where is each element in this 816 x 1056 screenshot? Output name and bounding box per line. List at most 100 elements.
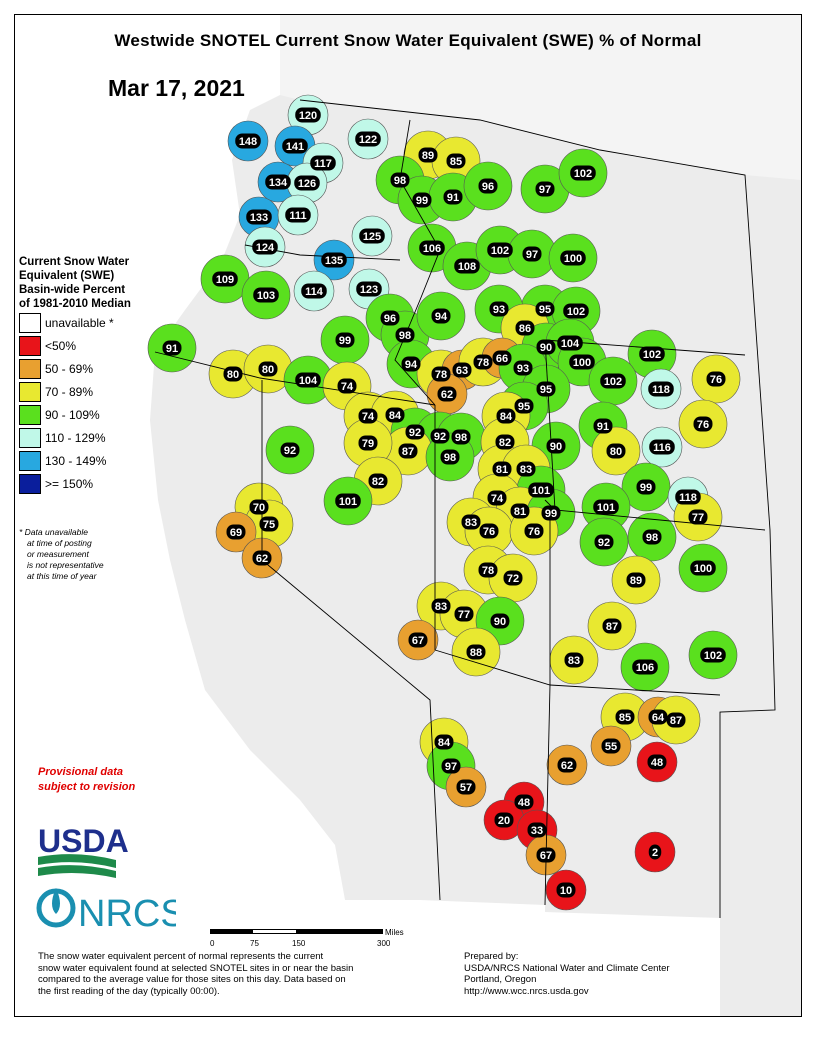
basin-value: 99 bbox=[339, 335, 351, 347]
basin-label: 80 bbox=[223, 366, 243, 382]
basin-value: 70 bbox=[253, 502, 265, 514]
basin-value: 80 bbox=[262, 364, 274, 376]
basin-value: 141 bbox=[286, 141, 304, 153]
basin-label: 102 bbox=[487, 242, 513, 258]
basin-value: 79 bbox=[362, 438, 374, 450]
basin-value: 98 bbox=[646, 532, 658, 544]
basin-value: 84 bbox=[389, 410, 402, 422]
basin-value: 72 bbox=[507, 573, 519, 585]
basin-label: 84 bbox=[385, 407, 405, 423]
basin-label: 62 bbox=[557, 757, 577, 773]
basin-label: 91 bbox=[162, 340, 182, 356]
basin-value: 91 bbox=[597, 421, 609, 433]
basin-label: 66 bbox=[492, 350, 512, 366]
basin-label: 92 bbox=[594, 534, 614, 550]
basin-label: 116 bbox=[649, 439, 675, 455]
basin-label: 95 bbox=[514, 398, 534, 414]
basin-label: 102 bbox=[600, 373, 626, 389]
basin-value: 99 bbox=[545, 508, 557, 520]
basin-label: 55 bbox=[601, 738, 621, 754]
basin-label: 99 bbox=[412, 192, 432, 208]
basin-value: 90 bbox=[550, 441, 562, 453]
map-title: Westwide SNOTEL Current Snow Water Equiv… bbox=[114, 31, 702, 50]
legend-item: 110 - 129% bbox=[19, 426, 169, 449]
basin-label: 95 bbox=[536, 381, 556, 397]
basin-value: 94 bbox=[435, 311, 448, 323]
legend-label: 70 - 89% bbox=[45, 384, 94, 399]
basin-label: 134 bbox=[265, 174, 291, 190]
basin-value: 63 bbox=[456, 365, 468, 377]
basin-value: 98 bbox=[455, 432, 467, 444]
basin-label: 95 bbox=[535, 301, 555, 317]
basin-value: 74 bbox=[491, 493, 504, 505]
map-date: Mar 17, 2021 bbox=[108, 75, 245, 101]
basin-label: 96 bbox=[380, 310, 400, 326]
basin-label: 90 bbox=[490, 613, 510, 629]
basin-label: 124 bbox=[252, 239, 278, 255]
basin-label: 118 bbox=[675, 489, 701, 505]
basin-value: 66 bbox=[496, 353, 508, 365]
basin-value: 108 bbox=[458, 261, 476, 273]
basin-label: 99 bbox=[636, 479, 656, 495]
basin-label: 88 bbox=[466, 644, 486, 660]
basin-value: 102 bbox=[491, 245, 509, 257]
basin-label: 93 bbox=[513, 360, 533, 376]
basin-label: 106 bbox=[632, 659, 658, 675]
basin-value: 83 bbox=[520, 464, 532, 476]
basin-value: 97 bbox=[526, 249, 538, 261]
basin-label: 103 bbox=[253, 287, 279, 303]
basin-value: 76 bbox=[697, 419, 709, 431]
basin-value: 89 bbox=[422, 150, 434, 162]
basin-value: 78 bbox=[435, 369, 447, 381]
basin-value: 92 bbox=[284, 445, 296, 457]
basin-value: 100 bbox=[573, 357, 591, 369]
basin-label: 92 bbox=[280, 442, 300, 458]
basin-value: 20 bbox=[498, 815, 510, 827]
basin-value: 114 bbox=[305, 286, 324, 298]
basin-value: 83 bbox=[465, 517, 477, 529]
basin-label: 104 bbox=[295, 372, 321, 388]
basin-value: 76 bbox=[483, 526, 495, 538]
basin-label: 87 bbox=[602, 618, 622, 634]
basin-value: 101 bbox=[339, 496, 357, 508]
basin-label: 83 bbox=[564, 652, 584, 668]
basin-label: 101 bbox=[528, 482, 554, 498]
basin-value: 118 bbox=[679, 492, 697, 504]
basin-value: 2 bbox=[652, 847, 658, 859]
basin-label: 85 bbox=[446, 153, 466, 169]
basin-label: 80 bbox=[606, 443, 626, 459]
basin-value: 95 bbox=[539, 304, 551, 316]
basin-label: 81 bbox=[510, 503, 530, 519]
basin-label: 48 bbox=[514, 794, 534, 810]
basin-label: 114 bbox=[301, 283, 327, 299]
basin-value: 116 bbox=[653, 442, 671, 454]
basin-label: 79 bbox=[358, 435, 378, 451]
basin-label: 62 bbox=[252, 550, 272, 566]
basin-value: 126 bbox=[298, 178, 316, 190]
basin-value: 55 bbox=[605, 741, 617, 753]
basin-label: 90 bbox=[536, 339, 556, 355]
legend-swatch bbox=[19, 335, 41, 356]
basin-label: 108 bbox=[454, 258, 480, 274]
basin-value: 80 bbox=[227, 369, 239, 381]
basin-value: 96 bbox=[384, 313, 396, 325]
basin-label: 91 bbox=[593, 418, 613, 434]
legend-swatch bbox=[19, 358, 41, 379]
prepared-by: Prepared by: USDA/NRCS National Water an… bbox=[464, 951, 670, 997]
state-boundaries bbox=[154, 99, 776, 918]
basin-value: 111 bbox=[289, 210, 306, 222]
legend-label: unavailable * bbox=[45, 315, 114, 330]
basin-label: 74 bbox=[337, 378, 357, 394]
basin-label: 97 bbox=[535, 181, 555, 197]
basin-value: 87 bbox=[670, 715, 682, 727]
basin-label: 101 bbox=[335, 493, 361, 509]
legend-label: 50 - 69% bbox=[45, 361, 94, 376]
scale-bar: Miles 0 75 150 300 bbox=[210, 927, 410, 954]
basin-value: 123 bbox=[360, 284, 378, 296]
scale-tick: 150 bbox=[292, 939, 306, 948]
canada-area bbox=[280, 15, 801, 180]
basin-value: 67 bbox=[540, 850, 552, 862]
basin-value: 98 bbox=[399, 330, 411, 342]
basin-value: 95 bbox=[518, 401, 530, 413]
